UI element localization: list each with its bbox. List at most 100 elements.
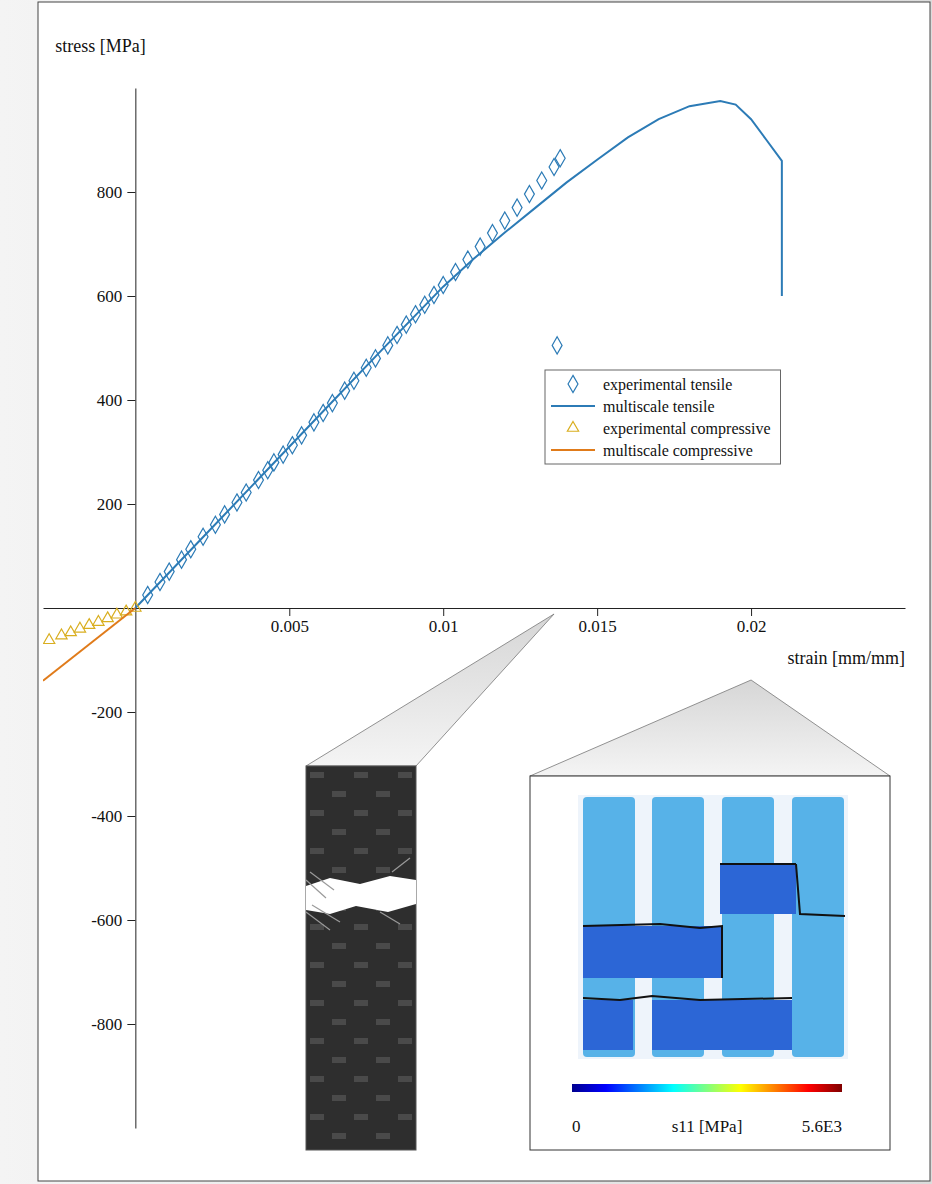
- y-tick-label: -600: [91, 911, 122, 930]
- weave: [354, 772, 368, 778]
- x-tick: 0.005: [271, 608, 309, 636]
- point: [552, 337, 562, 354]
- weave: [310, 1076, 324, 1082]
- point: [524, 186, 534, 203]
- weave: [376, 791, 390, 797]
- x-axis-line: [44, 608, 906, 609]
- weave: [376, 1019, 390, 1025]
- legend-label: multiscale compressive: [603, 442, 753, 460]
- horizontal-tow: [583, 926, 723, 978]
- point: [74, 622, 85, 632]
- weave: [310, 810, 324, 816]
- weave: [354, 810, 368, 816]
- x-tick-label: 0.02: [737, 617, 767, 636]
- legend-symbol: [551, 449, 595, 451]
- y-tick: -400: [91, 807, 135, 826]
- horizontal-tow: [652, 1000, 792, 1050]
- scatter-series: [143, 150, 565, 604]
- weave: [310, 962, 324, 968]
- weave: [332, 867, 346, 873]
- weave: [398, 1076, 412, 1082]
- fray: [310, 872, 334, 890]
- weave: [398, 1000, 412, 1006]
- legend: experimental tensile multiscale tensile ex…: [545, 370, 781, 464]
- y-tick-mark: [127, 712, 135, 713]
- y-tick-label: 800: [97, 183, 123, 202]
- colorbar-tick-label: 5.6E3: [802, 1117, 842, 1136]
- point: [65, 626, 76, 636]
- callout: [306, 614, 554, 766]
- crack: [583, 996, 792, 1000]
- x-tick-mark: [443, 608, 444, 616]
- weave: [376, 829, 390, 835]
- weave: [310, 924, 324, 930]
- legend-label: multiscale tensile: [603, 398, 715, 415]
- y-tick-label: -200: [91, 703, 122, 722]
- weave: [354, 1114, 368, 1120]
- weave: [376, 1057, 390, 1063]
- weave: [332, 1019, 346, 1025]
- callout: [530, 680, 890, 776]
- panel: [38, 2, 930, 1181]
- legend-symbol: [568, 375, 578, 392]
- legend-entry: multiscale compressive: [551, 442, 753, 460]
- x-tick-mark: [289, 608, 290, 616]
- fray: [306, 912, 330, 930]
- weave: [398, 962, 412, 968]
- y-tick-label: -400: [91, 807, 122, 826]
- y-tick-label: -800: [91, 1015, 122, 1034]
- figure: 05.6E3s11 [MPa]-800-600-400-200200400600…: [0, 0, 932, 1184]
- weave: [398, 1038, 412, 1044]
- weave: [398, 848, 412, 854]
- weave: [310, 1000, 324, 1006]
- x-tick-label: 0.005: [271, 617, 309, 636]
- legend-label: experimental compressive: [603, 420, 771, 438]
- crack: [796, 864, 845, 916]
- scatter-series: [44, 601, 141, 643]
- legend-symbol: [551, 405, 595, 407]
- weave: [398, 924, 412, 930]
- weave: [332, 829, 346, 835]
- legend-entry: experimental compressive: [567, 420, 770, 438]
- insets: 05.6E3s11 [MPa]: [306, 614, 890, 1150]
- point: [463, 251, 473, 268]
- y-tick: 400: [97, 391, 136, 410]
- weave: [332, 981, 346, 987]
- weave: [332, 791, 346, 797]
- y-tick: 800: [97, 183, 136, 202]
- specimen-photo: [306, 766, 416, 1150]
- y-tick: -600: [91, 911, 135, 930]
- point: [500, 212, 510, 229]
- page-background: [0, 0, 932, 1184]
- legend-symbol: [567, 421, 578, 431]
- legend-box: [545, 370, 781, 464]
- weave: [354, 1000, 368, 1006]
- vertical-tow: [792, 797, 844, 1057]
- weave: [354, 1038, 368, 1044]
- horizontal-tow: [583, 1000, 633, 1050]
- x-tick-label: 0.015: [579, 617, 617, 636]
- line: [43, 608, 135, 681]
- weave: [354, 962, 368, 968]
- photo-frame: [306, 766, 416, 1150]
- point: [555, 150, 565, 167]
- fray: [380, 912, 400, 924]
- y-tick: 600: [97, 287, 136, 306]
- fray: [306, 880, 326, 898]
- y-tick-label: 400: [97, 391, 123, 410]
- legend-entry: experimental tensile: [568, 375, 732, 393]
- weave: [376, 943, 390, 949]
- y-tick-label: 600: [97, 287, 123, 306]
- x-tick-mark: [751, 608, 752, 616]
- weave: [310, 848, 324, 854]
- x-tick-mark: [597, 608, 598, 616]
- weave: [332, 1057, 346, 1063]
- crack: [720, 863, 796, 865]
- legend-entry: multiscale tensile: [551, 398, 715, 415]
- weave: [376, 867, 390, 873]
- y-tick-mark: [127, 920, 135, 921]
- fe-inset: 05.6E3s11 [MPa]: [530, 776, 890, 1150]
- weave: [354, 1076, 368, 1082]
- weave: [398, 1114, 412, 1120]
- legend-label: experimental tensile: [603, 376, 732, 394]
